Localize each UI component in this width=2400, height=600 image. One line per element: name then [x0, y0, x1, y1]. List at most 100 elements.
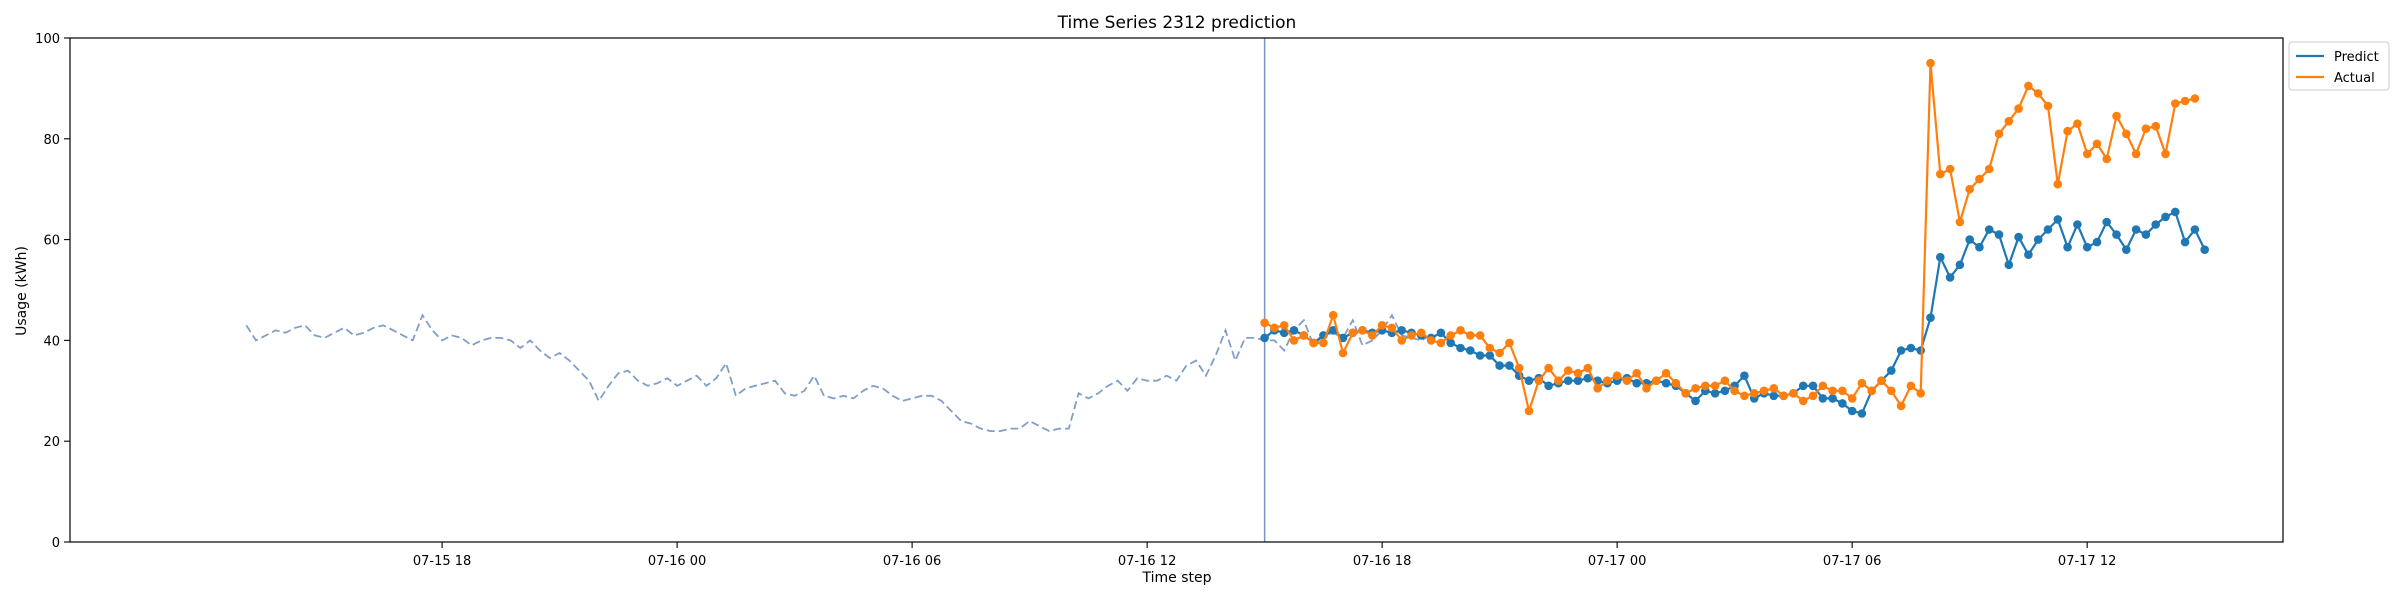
predict-point	[1505, 361, 1514, 370]
predict-point	[2053, 215, 2063, 224]
actual-point	[1691, 384, 1700, 393]
actual-point	[1534, 376, 1544, 386]
actual-point	[2024, 81, 2033, 91]
predict-point	[1945, 273, 1955, 282]
y-tick-label: 0	[52, 536, 60, 551]
actual-point	[1397, 336, 1406, 345]
actual-point	[1514, 363, 1524, 373]
actual-point	[2131, 149, 2141, 159]
actual-point	[1279, 321, 1289, 330]
actual-point	[1857, 378, 1867, 388]
actual-point	[1975, 174, 1984, 184]
actual-point	[2082, 149, 2092, 159]
actual-point	[2043, 101, 2053, 111]
predict-point	[1994, 230, 2004, 239]
predict-point	[2043, 225, 2053, 234]
actual-point	[1485, 343, 1495, 353]
x-tick-label: 07-16 00	[648, 554, 706, 569]
predict-legend-label: Predict	[2334, 50, 2379, 65]
predict-point	[1955, 260, 1965, 270]
predict-point	[2190, 225, 2200, 234]
actual-point	[1554, 376, 1563, 386]
actual-point	[1426, 336, 1436, 345]
actual-point	[2014, 104, 2023, 113]
predict-point	[1798, 381, 1808, 391]
y-tick-label: 80	[43, 133, 60, 148]
actual-point	[2063, 126, 2072, 136]
actual-point	[2190, 94, 2200, 103]
actual-point	[1984, 164, 1994, 174]
predict-point	[1838, 399, 1847, 408]
actual-point	[1446, 331, 1455, 340]
actual-legend-label: Actual	[2334, 71, 2375, 86]
predict-point	[1397, 326, 1406, 335]
predict-point	[2171, 207, 2180, 217]
actual-point	[1877, 376, 1886, 386]
predict-point	[2073, 220, 2082, 229]
x-tick-label: 07-15 18	[413, 554, 471, 569]
predict-point	[2122, 245, 2131, 254]
predict-point	[1857, 409, 1867, 418]
predict-point	[1524, 376, 1534, 386]
predict-point	[2033, 235, 2043, 244]
actual-point	[1495, 348, 1504, 358]
y-tick-label: 20	[43, 435, 60, 450]
actual-point	[1759, 386, 1769, 396]
predict-point	[1720, 386, 1730, 396]
actual-point	[2092, 139, 2102, 149]
predict-point	[1740, 371, 1749, 381]
predict-point	[1906, 343, 1916, 353]
actual-point	[1926, 58, 1935, 68]
predict-point	[1808, 381, 1818, 391]
actual-point	[1652, 376, 1661, 386]
actual-point	[1368, 331, 1377, 340]
predict-point	[1436, 328, 1446, 338]
actual-point	[1749, 389, 1759, 398]
x-tick-label: 07-16 12	[1118, 554, 1176, 569]
x-tick-label: 07-17 12	[2058, 554, 2116, 569]
predict-point	[1260, 333, 1269, 343]
y-axis-label: Usage (kWh)	[14, 246, 30, 336]
actual-point	[1740, 391, 1749, 401]
actual-point	[1955, 217, 1965, 227]
predict-point	[2131, 225, 2141, 234]
actual-point	[2073, 119, 2082, 128]
actual-point	[2180, 96, 2190, 106]
actual-point	[1466, 331, 1475, 340]
predict-point	[2004, 260, 2014, 270]
actual-point	[2004, 116, 2014, 126]
predict-point	[1847, 406, 1857, 416]
predict-point	[2024, 250, 2033, 259]
actual-point	[1965, 184, 1974, 194]
actual-point	[2122, 129, 2131, 139]
actual-point	[1270, 323, 1279, 333]
actual-point	[1377, 321, 1387, 330]
predict-point	[1544, 381, 1553, 391]
predict-point	[1936, 252, 1945, 262]
predict-point	[2151, 220, 2160, 229]
chart-title: Time Series 2312 prediction	[1057, 13, 1297, 33]
predict-point	[2161, 212, 2170, 222]
actual-point	[2151, 121, 2160, 131]
actual-point	[1358, 326, 1367, 335]
predict-point	[1818, 394, 1828, 403]
predict-point	[2063, 242, 2072, 252]
actual-point	[1475, 331, 1485, 340]
predict-point	[1984, 225, 1994, 234]
actual-point	[1348, 328, 1358, 338]
predict-point	[1573, 376, 1583, 386]
predict-point	[1965, 235, 1974, 244]
actual-point	[1769, 384, 1779, 393]
y-tick-label: 60	[43, 234, 60, 249]
legend: Predict Actual	[2288, 41, 2390, 91]
x-tick-label: 07-16 06	[883, 554, 941, 569]
actual-point	[1838, 386, 1847, 396]
predict-point	[1916, 346, 1925, 355]
actual-point	[1387, 323, 1397, 333]
actual-point	[1720, 376, 1730, 386]
actual-point	[2161, 149, 2170, 159]
y-tick-label: 100	[35, 32, 60, 47]
x-tick-label: 07-16 18	[1353, 554, 1411, 569]
actual-point	[1563, 366, 1573, 375]
predict-point	[2092, 237, 2102, 247]
